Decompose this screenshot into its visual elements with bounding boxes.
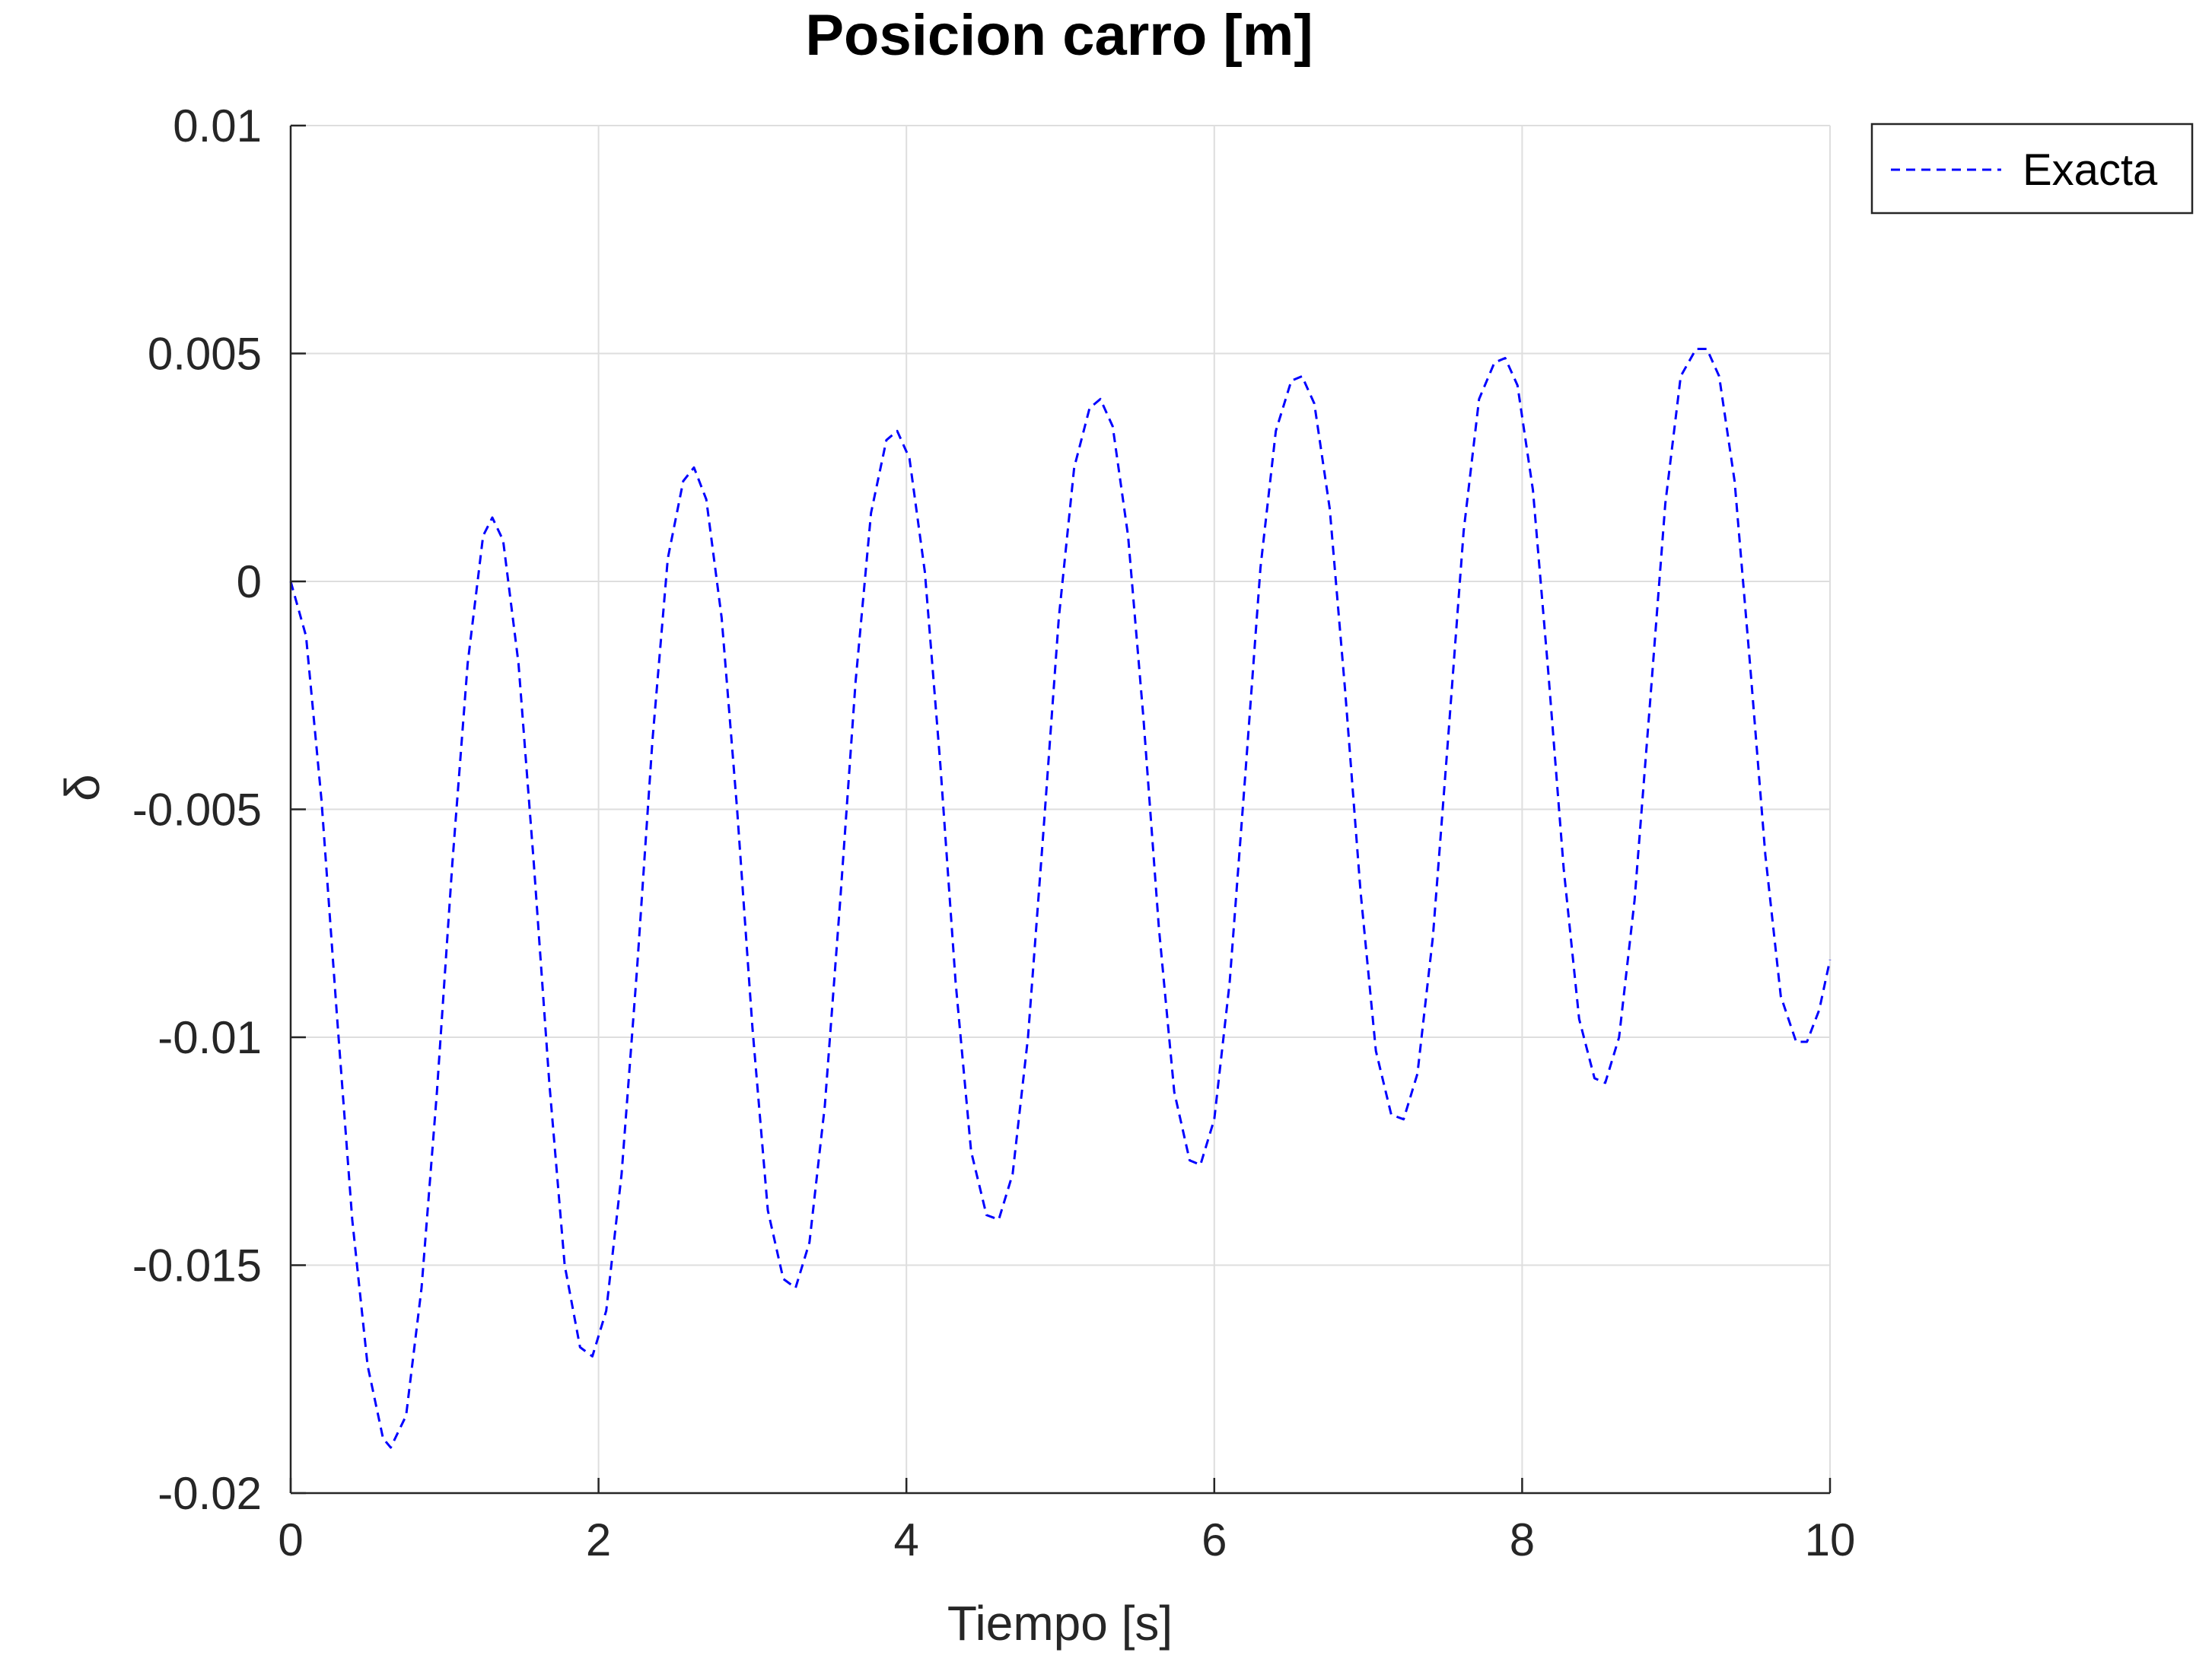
x-tick-label: 2 bbox=[586, 1514, 611, 1565]
y-tick-label: 0.01 bbox=[173, 100, 262, 151]
axes bbox=[289, 124, 1832, 1495]
y-axis-label: δ bbox=[55, 774, 110, 801]
x-tick-label: 6 bbox=[1201, 1514, 1227, 1565]
chart-title: Posicion carro [m] bbox=[805, 3, 1313, 68]
y-tick-label: -0.01 bbox=[158, 1012, 262, 1063]
y-tick-label: 0 bbox=[237, 556, 262, 607]
y-tick-label: -0.015 bbox=[132, 1240, 262, 1291]
x-axis-label: Tiempo [s] bbox=[947, 1596, 1173, 1651]
x-tick-label: 8 bbox=[1510, 1514, 1535, 1565]
x-tick-labels: 0 2 4 6 8 10 bbox=[278, 1514, 1855, 1565]
x-tick-label: 10 bbox=[1805, 1514, 1856, 1565]
x-tick-label: 4 bbox=[894, 1514, 919, 1565]
legend-entry-exacta: Exacta bbox=[2023, 145, 2158, 195]
y-tick-label: -0.005 bbox=[132, 785, 262, 836]
y-tick-labels: -0.02 -0.015 -0.01 -0.005 0 0.005 0.01 bbox=[132, 100, 262, 1519]
series-line-exacta bbox=[289, 348, 1832, 1449]
y-tick-label: -0.02 bbox=[158, 1468, 262, 1519]
x-tick-label: 0 bbox=[278, 1514, 303, 1565]
y-tick-label: 0.005 bbox=[148, 329, 262, 380]
series-layer bbox=[289, 348, 1832, 1449]
legend: Exacta bbox=[1870, 123, 2194, 215]
